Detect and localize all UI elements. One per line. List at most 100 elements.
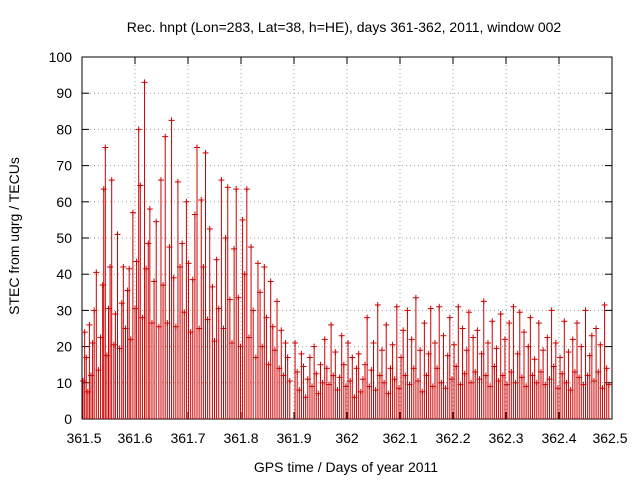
data-point <box>605 381 612 419</box>
data-point <box>81 329 88 419</box>
data-point <box>137 182 144 419</box>
y-tick-label: 100 <box>49 49 73 65</box>
data-point <box>378 347 385 419</box>
data-point <box>548 307 555 419</box>
data-point <box>284 354 291 419</box>
data-point <box>168 117 175 419</box>
x-tick-label: 362.2 <box>435 430 470 446</box>
data-point <box>544 334 551 419</box>
data-point <box>88 372 95 419</box>
data-point <box>340 361 347 419</box>
y-tick-label: 60 <box>56 194 72 210</box>
data-point <box>292 339 299 419</box>
data-point <box>601 301 608 419</box>
data-point <box>179 240 186 419</box>
data-point <box>431 339 438 419</box>
data-point <box>146 206 153 419</box>
x-tick-label: 362.5 <box>592 430 627 446</box>
data-point <box>243 186 250 419</box>
data-point <box>215 305 222 419</box>
data-point <box>535 320 542 419</box>
data-point <box>552 339 559 419</box>
y-tick-labels: 0 10 20 30 40 50 60 70 80 90 100 <box>49 49 73 427</box>
data-point <box>83 354 90 419</box>
data-point <box>510 303 517 419</box>
data-point <box>501 336 508 419</box>
data-point <box>328 321 335 419</box>
data-point <box>226 296 233 419</box>
data-point <box>497 311 504 419</box>
data-point <box>105 305 112 419</box>
data-point <box>588 332 595 419</box>
data-point <box>257 289 264 419</box>
data-point <box>99 282 106 419</box>
x-tick-label: 361.9 <box>276 430 311 446</box>
data-point <box>100 186 107 419</box>
data-point <box>233 186 240 419</box>
data-point <box>493 345 500 419</box>
y-tick-label: 40 <box>56 266 72 282</box>
data-point <box>417 347 424 419</box>
data-point <box>202 149 209 419</box>
y-tick-label: 30 <box>56 302 72 318</box>
data-point <box>364 314 371 419</box>
data-point <box>521 329 528 419</box>
y-tick-label: 0 <box>64 411 72 427</box>
data-point <box>349 354 356 419</box>
data-point <box>480 298 487 419</box>
data-point <box>294 368 301 419</box>
data-point <box>274 298 281 419</box>
data-point <box>531 356 538 419</box>
data-point <box>141 79 148 419</box>
data-point <box>102 144 109 419</box>
y-tick-label: 80 <box>56 121 72 137</box>
data-point <box>129 209 136 419</box>
data-point <box>374 301 381 419</box>
data-point <box>300 363 307 419</box>
data-point <box>224 184 231 419</box>
data-point <box>383 321 390 419</box>
data-point <box>516 309 523 419</box>
data-point <box>338 332 345 419</box>
data-point <box>194 144 201 419</box>
data-point <box>404 307 411 419</box>
data-point <box>484 339 491 419</box>
y-tick-label: 90 <box>56 85 72 101</box>
data-point <box>183 198 190 419</box>
data-point <box>153 218 160 419</box>
grid-lines <box>82 57 612 419</box>
data-point <box>108 177 115 419</box>
data-point <box>440 332 447 419</box>
data-point <box>451 341 458 419</box>
data-point <box>427 305 434 419</box>
data-point <box>597 341 604 419</box>
y-tick-label: 20 <box>56 339 72 355</box>
y-tick-label: 10 <box>56 375 72 391</box>
data-point <box>157 177 164 419</box>
data-point <box>465 309 472 419</box>
data-point <box>286 377 293 419</box>
data-point <box>263 314 270 419</box>
data-point <box>93 269 100 419</box>
data-point <box>593 325 600 419</box>
data-point <box>400 327 407 419</box>
data-point <box>317 361 324 419</box>
data-point <box>408 336 415 419</box>
data-point <box>421 320 428 419</box>
data-point <box>311 343 318 419</box>
data-point <box>120 263 127 419</box>
data-point <box>474 327 481 419</box>
data-point <box>446 314 453 419</box>
data-point <box>393 303 400 419</box>
data-point <box>135 126 142 419</box>
data-point <box>561 318 568 419</box>
data-point <box>103 352 110 419</box>
data-point <box>436 303 443 419</box>
data-point <box>489 318 496 419</box>
data-point <box>198 196 205 419</box>
data-point <box>170 274 177 419</box>
y-axis-label: STEC from uqrg / TECUs <box>6 157 22 315</box>
x-tick-labels: 361.5 361.6 361.7 361.8 361.9 362 362.1 362.2 36… <box>66 430 627 446</box>
